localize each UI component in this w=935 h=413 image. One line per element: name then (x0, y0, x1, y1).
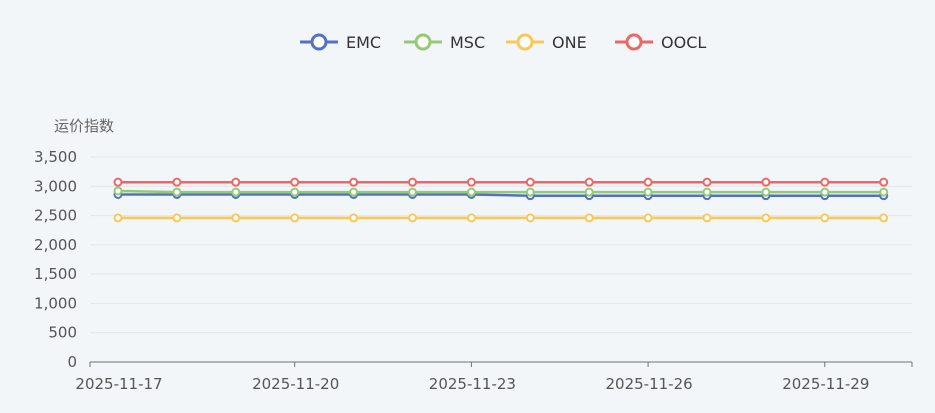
data-point[interactable] (820, 213, 830, 223)
series-layer (113, 177, 889, 223)
legend-item-one[interactable]: ONE (506, 33, 587, 52)
data-point[interactable] (879, 177, 889, 187)
legend-label: ONE (552, 33, 587, 52)
grid-lines (90, 156, 912, 334)
x-tick-label: 2025-11-26 (606, 375, 693, 393)
data-point[interactable] (702, 187, 712, 197)
data-point[interactable] (466, 213, 476, 223)
legend-label: MSC (450, 33, 485, 52)
data-point[interactable] (172, 187, 182, 197)
legend-marker-icon (310, 33, 328, 51)
data-point[interactable] (231, 177, 241, 187)
data-point[interactable] (761, 187, 771, 197)
legend-marker-icon (625, 33, 643, 51)
series-one[interactable] (113, 213, 889, 223)
series-msc[interactable] (113, 186, 889, 197)
data-point[interactable] (879, 187, 889, 197)
x-tick-label: 2025-11-20 (252, 375, 339, 393)
data-point[interactable] (820, 187, 830, 197)
y-tick-label: 0 (67, 353, 77, 371)
legend-marker-icon (414, 33, 432, 51)
data-point[interactable] (231, 187, 241, 197)
data-point[interactable] (290, 187, 300, 197)
data-point[interactable] (349, 187, 359, 197)
series-line (118, 193, 884, 197)
data-point[interactable] (290, 213, 300, 223)
y-tick-label: 1,000 (34, 294, 77, 312)
data-point[interactable] (702, 177, 712, 187)
y-tick-label: 500 (48, 324, 77, 342)
data-point[interactable] (466, 177, 476, 187)
data-point[interactable] (172, 213, 182, 223)
y-axis: 0 500 1,000 1,500 2,000 2,500 3,000 3,500 (34, 148, 77, 371)
data-point[interactable] (761, 213, 771, 223)
data-point[interactable] (113, 213, 123, 223)
data-point[interactable] (584, 213, 594, 223)
data-point[interactable] (879, 213, 889, 223)
legend-item-oocl[interactable]: OOCL (615, 33, 706, 52)
x-tick-label: 2025-11-23 (429, 375, 516, 393)
legend-marker-icon (516, 33, 534, 51)
data-point[interactable] (466, 187, 476, 197)
series-oocl[interactable] (113, 177, 889, 187)
y-tick-label: 1,500 (34, 265, 77, 283)
data-point[interactable] (408, 177, 417, 187)
data-point[interactable] (761, 177, 771, 187)
data-point[interactable] (643, 177, 653, 187)
data-point[interactable] (643, 187, 653, 197)
series-line (117, 189, 884, 194)
legend-item-emc[interactable]: EMC (300, 33, 381, 52)
data-point[interactable] (702, 213, 712, 223)
data-point[interactable] (113, 186, 123, 196)
legend-item-msc[interactable]: MSC (404, 33, 485, 52)
x-tick-label: 2025-11-17 (75, 375, 162, 393)
data-point[interactable] (349, 177, 359, 187)
data-point[interactable] (820, 177, 830, 187)
legend-label: OOCL (661, 33, 706, 52)
data-point[interactable] (525, 177, 535, 187)
data-point[interactable] (408, 187, 417, 197)
data-point[interactable] (349, 213, 359, 223)
data-point[interactable] (525, 187, 535, 197)
data-point[interactable] (408, 213, 417, 223)
y-tick-label: 3,000 (34, 177, 77, 195)
data-point[interactable] (525, 213, 535, 223)
data-point[interactable] (113, 177, 123, 187)
legend-label: EMC (346, 33, 381, 52)
y-tick-label: 2,500 (34, 207, 77, 225)
y-tick-label: 2,000 (34, 236, 77, 254)
y-axis-label: 运价指数 (54, 117, 114, 135)
data-point[interactable] (290, 177, 300, 187)
x-axis: 2025-11-17 2025-11-20 2025-11-23 2025-11-26… (75, 361, 913, 393)
data-point[interactable] (172, 177, 182, 187)
x-tick-label: 2025-11-29 (782, 375, 869, 393)
data-point[interactable] (584, 187, 594, 197)
data-point[interactable] (584, 177, 594, 187)
legend[interactable]: EMC MSC ONE OOCL (300, 33, 706, 52)
data-point[interactable] (231, 213, 241, 223)
y-tick-label: 3,500 (34, 148, 77, 166)
data-point[interactable] (643, 213, 653, 223)
